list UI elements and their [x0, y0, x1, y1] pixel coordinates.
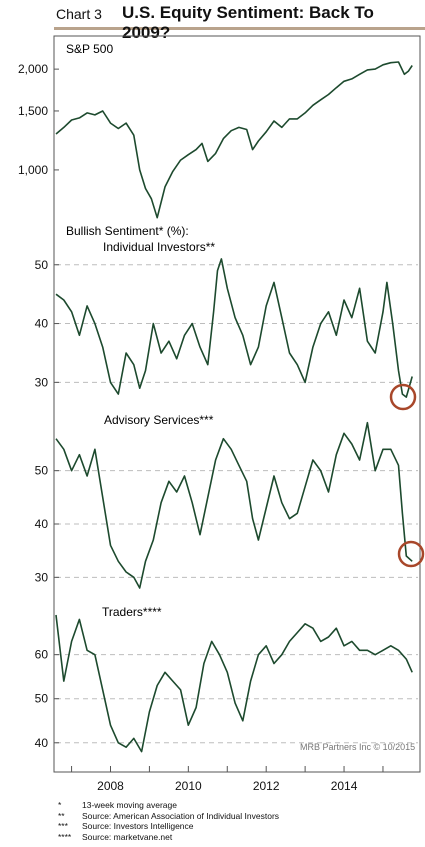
chart-title: U.S. Equity Sentiment: Back To 2009? — [122, 3, 374, 42]
panel-title-advisory-services: Advisory Services*** — [104, 413, 214, 427]
footnote-row: **** Source: marketvane.net — [58, 832, 279, 843]
footnote-mark: **** — [58, 831, 72, 842]
series-line — [55, 258, 413, 398]
footnote-text: Source: Investors Intelligence — [82, 821, 194, 831]
series-line — [55, 614, 413, 753]
y-tick-label: 40 — [35, 736, 49, 750]
plot-frame — [53, 35, 421, 773]
panel-title-traders: Traders**** — [102, 605, 162, 619]
footnote-row: ** Source: American Association of Indivi… — [58, 811, 279, 822]
footnote-row: *** Source: Investors Intelligence — [58, 821, 279, 832]
panel-title-bullish-sentiment: Bullish Sentiment* (%): — [66, 224, 189, 238]
panel-advisory-services: Advisory Services*** 30 40 50 — [35, 413, 425, 589]
panel-traders: Traders**** 40 50 60 — [35, 605, 418, 753]
highlight-circle-advisory — [397, 540, 425, 568]
chart-number: Chart 3 — [56, 6, 102, 22]
footnotes: * 13-week moving average ** Source: Americ… — [58, 800, 279, 842]
chart-area: S&P 500 1,000 1,500 2,000 Bullish Sentimen… — [18, 35, 425, 793]
x-tick-label: 2012 — [253, 779, 280, 793]
y-tick-label: 50 — [35, 692, 49, 706]
panel-sp500: S&P 500 1,000 1,500 2,000 — [18, 42, 413, 219]
panel-subtitle-individual-investors: Individual Investors** — [103, 240, 215, 254]
panel-individual-investors: Bullish Sentiment* (%): Individual Inves… — [35, 224, 418, 411]
header-rule — [54, 27, 425, 30]
footnote-mark: * — [58, 800, 62, 810]
y-tick-label: 2,000 — [18, 62, 48, 76]
footnote-text: Source: marketvane.net — [82, 831, 173, 842]
y-tick-label: 1,500 — [18, 104, 48, 118]
x-tick-label: 2014 — [331, 779, 358, 793]
series-line — [55, 421, 413, 589]
footnote-row: * 13-week moving average — [58, 800, 279, 811]
x-tick-label: 2010 — [175, 779, 202, 793]
y-tick-label: 40 — [35, 317, 49, 331]
chart-header: Chart 3 U.S. Equity Sentiment: Back To 2… — [0, 0, 425, 42]
panel-title-sp500: S&P 500 — [66, 42, 113, 56]
y-tick-label: 50 — [35, 258, 49, 272]
footnote-mark: *** — [58, 821, 68, 831]
footnote-text: 13-week moving average — [82, 800, 177, 810]
x-axis: 2008 2010 2012 2014 — [54, 766, 420, 793]
x-tick-label: 2008 — [97, 779, 124, 793]
highlight-circle-individual — [389, 383, 417, 411]
source-credit: MRB Partners Inc © 10/2015 — [300, 742, 416, 752]
footnote-text: Source: American Association of Individu… — [82, 810, 280, 821]
y-tick-label: 50 — [35, 464, 49, 478]
y-tick-label: 1,000 — [18, 163, 48, 177]
y-tick-label: 60 — [35, 648, 49, 662]
y-tick-label: 30 — [35, 570, 49, 584]
footnote-mark: ** — [58, 810, 65, 821]
series-line — [55, 61, 413, 219]
y-tick-label: 30 — [35, 375, 49, 389]
y-tick-label: 40 — [35, 517, 49, 531]
